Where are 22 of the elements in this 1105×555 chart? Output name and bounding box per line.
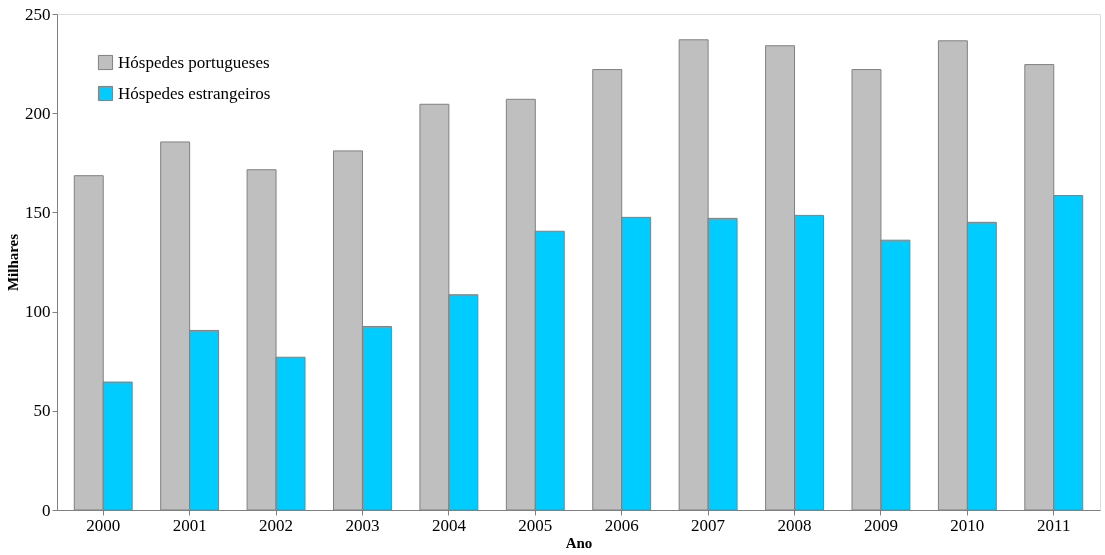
x-tick-label: 2007 xyxy=(691,515,726,535)
y-axis-title: Milhares xyxy=(5,233,21,292)
y-tick-label: 250 xyxy=(25,4,51,24)
y-tick-label: 50 xyxy=(33,401,51,421)
y-tick-label: 100 xyxy=(25,302,51,322)
y-tick-label: 0 xyxy=(42,500,51,520)
legend-label: Hóspedes estrangeiros xyxy=(118,83,271,103)
x-tick-label: 2005 xyxy=(518,515,553,535)
x-tick-label: 2003 xyxy=(345,515,380,535)
y-tick-label: 150 xyxy=(25,202,51,222)
x-tick-label: 2002 xyxy=(259,515,294,535)
legend-label: Hóspedes portugueses xyxy=(118,52,270,72)
x-tick-label: 2010 xyxy=(950,515,985,535)
x-tick-label: 2011 xyxy=(1037,515,1071,535)
x-tick-label: 2009 xyxy=(863,515,898,535)
x-tick-label: 2000 xyxy=(86,515,121,535)
x-tick-label: 2004 xyxy=(431,515,467,535)
y-tick-label: 200 xyxy=(25,103,51,123)
x-tick-label: 2006 xyxy=(604,515,639,535)
x-axis-title: Ano xyxy=(565,534,593,551)
x-tick-label: 2008 xyxy=(777,515,812,535)
x-tick-label: 2001 xyxy=(172,515,207,535)
